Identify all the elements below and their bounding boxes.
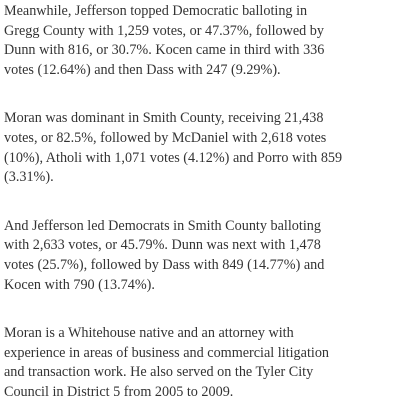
text-line: Gregg County with 1,259 votes, or 47.37%… [4, 22, 324, 39]
text-line: (3.31%). [4, 169, 54, 186]
paragraph: Meanwhile, Jefferson topped Democratic b… [4, 2, 404, 80]
text-line: and transaction work. He also served on … [4, 364, 314, 381]
text-line: And Jefferson led Democrats in Smith Cou… [4, 217, 321, 234]
text-line: experience in areas of business and comm… [4, 344, 330, 361]
text-line: (10%), Atholi with 1,071 votes (4.12%) a… [4, 149, 343, 166]
text-line: Meanwhile, Jefferson topped Democratic b… [4, 3, 308, 19]
paragraph: Moran is a Whitehouse native and an atto… [4, 324, 404, 402]
text-line: Dunn with 816, or 30.7%. Kocen came in t… [4, 42, 325, 59]
text-line: Kocen with 790 (13.74%). [4, 276, 155, 293]
text-line: with 2,633 votes, or 45.79%. Dunn was ne… [4, 237, 321, 254]
text-line: Council in District 5 from 2005 to 2009. [4, 383, 234, 400]
paragraph: And Jefferson led Democrats in Smith Cou… [4, 217, 404, 295]
text-line: votes, or 82.5%, followed by McDaniel wi… [4, 129, 327, 146]
paragraph: Moran was dominant in Smith County, rece… [4, 109, 404, 187]
text-line: Moran was dominant in Smith County, rece… [4, 110, 324, 127]
text-line: votes (12.64%) and then Dass with 247 (9… [4, 61, 281, 78]
text-line: Moran is a Whitehouse native and an atto… [4, 325, 294, 342]
text-line: votes (25.7%), followed by Dass with 849… [4, 256, 325, 273]
